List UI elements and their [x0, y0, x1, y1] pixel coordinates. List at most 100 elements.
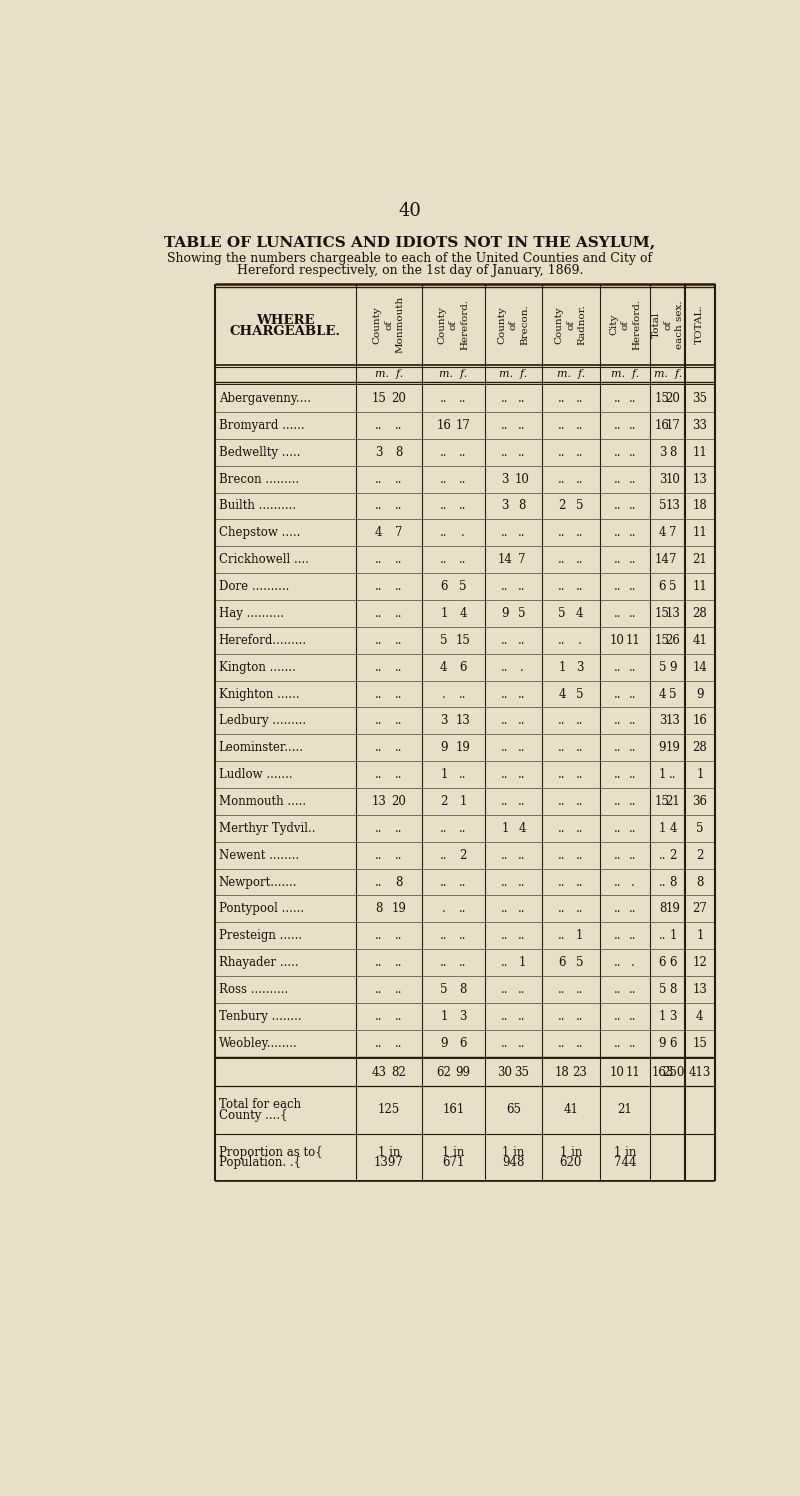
Text: 161: 161: [442, 1104, 465, 1116]
Text: ..: ..: [502, 661, 509, 673]
Text: 1 in: 1 in: [502, 1146, 525, 1158]
Text: 1: 1: [696, 929, 703, 942]
Text: 4: 4: [658, 688, 666, 700]
Text: 9: 9: [502, 607, 509, 619]
Text: ..: ..: [440, 527, 448, 540]
Text: Pontypool ......: Pontypool ......: [218, 902, 304, 916]
Text: ..: ..: [440, 875, 448, 889]
Text: 1: 1: [459, 794, 466, 808]
Text: Ledbury .........: Ledbury .........: [218, 715, 306, 727]
Text: ..: ..: [440, 929, 448, 942]
Text: ..: ..: [502, 1037, 509, 1050]
Text: ..: ..: [518, 688, 526, 700]
Text: ..: ..: [518, 634, 526, 646]
Text: ..: ..: [502, 634, 509, 646]
Text: ..: ..: [440, 500, 448, 513]
Text: 6: 6: [440, 580, 448, 592]
Text: 1 in: 1 in: [614, 1146, 636, 1158]
Text: 5: 5: [440, 634, 448, 646]
Text: ..: ..: [502, 956, 509, 969]
Text: 1397: 1397: [374, 1156, 404, 1170]
Text: ..: ..: [558, 446, 566, 459]
Text: 3: 3: [459, 1010, 466, 1023]
Text: 11: 11: [693, 527, 707, 540]
Text: ..: ..: [629, 419, 636, 432]
Text: 36: 36: [692, 794, 707, 808]
Text: Dore ..........: Dore ..........: [218, 580, 289, 592]
Text: ..: ..: [395, 741, 402, 754]
Text: .: .: [442, 688, 446, 700]
Text: ..: ..: [614, 580, 622, 592]
Text: ..: ..: [558, 1037, 566, 1050]
Text: ..: ..: [375, 741, 382, 754]
Text: ..: ..: [614, 554, 622, 565]
Text: 744: 744: [614, 1156, 636, 1170]
Text: ..: ..: [440, 956, 448, 969]
Text: m.  f.: m. f.: [557, 368, 585, 378]
Text: 948: 948: [502, 1156, 525, 1170]
Text: 11: 11: [626, 634, 640, 646]
Text: 7: 7: [669, 527, 677, 540]
Text: ..: ..: [395, 554, 402, 565]
Text: ..: ..: [375, 1037, 382, 1050]
Text: 3: 3: [576, 661, 583, 673]
Text: City
of
Hereford.: City of Hereford.: [609, 299, 641, 350]
Text: Rhayader .....: Rhayader .....: [218, 956, 298, 969]
Text: 5: 5: [669, 688, 677, 700]
Text: ..: ..: [375, 500, 382, 513]
Text: 163: 163: [651, 1067, 674, 1079]
Text: 1: 1: [440, 1010, 447, 1023]
Text: 6: 6: [658, 580, 666, 592]
Text: CHARGEABLE.: CHARGEABLE.: [230, 325, 341, 338]
Text: 19: 19: [455, 741, 470, 754]
Text: .: .: [520, 661, 524, 673]
Text: ..: ..: [375, 419, 382, 432]
Text: 9: 9: [440, 741, 448, 754]
Text: 28: 28: [693, 607, 707, 619]
Text: 1 in: 1 in: [442, 1146, 465, 1158]
Text: 21: 21: [666, 794, 680, 808]
Text: 4: 4: [669, 821, 677, 835]
Text: 4: 4: [375, 527, 382, 540]
Text: ..: ..: [614, 473, 622, 486]
Text: 15: 15: [655, 392, 670, 405]
Text: ..: ..: [558, 929, 566, 942]
Text: 8: 8: [670, 446, 677, 459]
Text: Total for each: Total for each: [218, 1098, 301, 1112]
Text: 15: 15: [655, 634, 670, 646]
Text: 1: 1: [658, 821, 666, 835]
Text: ..: ..: [459, 392, 466, 405]
Text: ..: ..: [502, 902, 509, 916]
Text: ..: ..: [518, 1010, 526, 1023]
Text: ..: ..: [576, 446, 583, 459]
Text: ..: ..: [558, 875, 566, 889]
Text: ..: ..: [576, 554, 583, 565]
Text: ..: ..: [518, 983, 526, 996]
Text: ..: ..: [629, 1010, 636, 1023]
Text: ..: ..: [459, 767, 466, 781]
Text: 5: 5: [459, 580, 466, 592]
Text: ..: ..: [629, 902, 636, 916]
Text: ..: ..: [440, 821, 448, 835]
Text: 28: 28: [693, 741, 707, 754]
Text: 250: 250: [662, 1067, 684, 1079]
Text: ..: ..: [614, 527, 622, 540]
Text: 3: 3: [502, 500, 509, 513]
Text: ..: ..: [440, 446, 448, 459]
Text: 1: 1: [658, 767, 666, 781]
Text: ..: ..: [614, 688, 622, 700]
Text: ..: ..: [558, 902, 566, 916]
Text: 1: 1: [670, 929, 677, 942]
Text: 15: 15: [655, 794, 670, 808]
Text: 6: 6: [669, 956, 677, 969]
Text: ..: ..: [375, 1010, 382, 1023]
Text: 1 in: 1 in: [378, 1146, 400, 1158]
Text: 8: 8: [395, 446, 402, 459]
Text: 6: 6: [459, 1037, 466, 1050]
Text: ..: ..: [629, 794, 636, 808]
Text: Proportion as to{: Proportion as to{: [218, 1146, 322, 1158]
Text: 15: 15: [693, 1037, 707, 1050]
Text: Presteign ......: Presteign ......: [218, 929, 302, 942]
Text: 21: 21: [693, 554, 707, 565]
Text: ..: ..: [459, 554, 466, 565]
